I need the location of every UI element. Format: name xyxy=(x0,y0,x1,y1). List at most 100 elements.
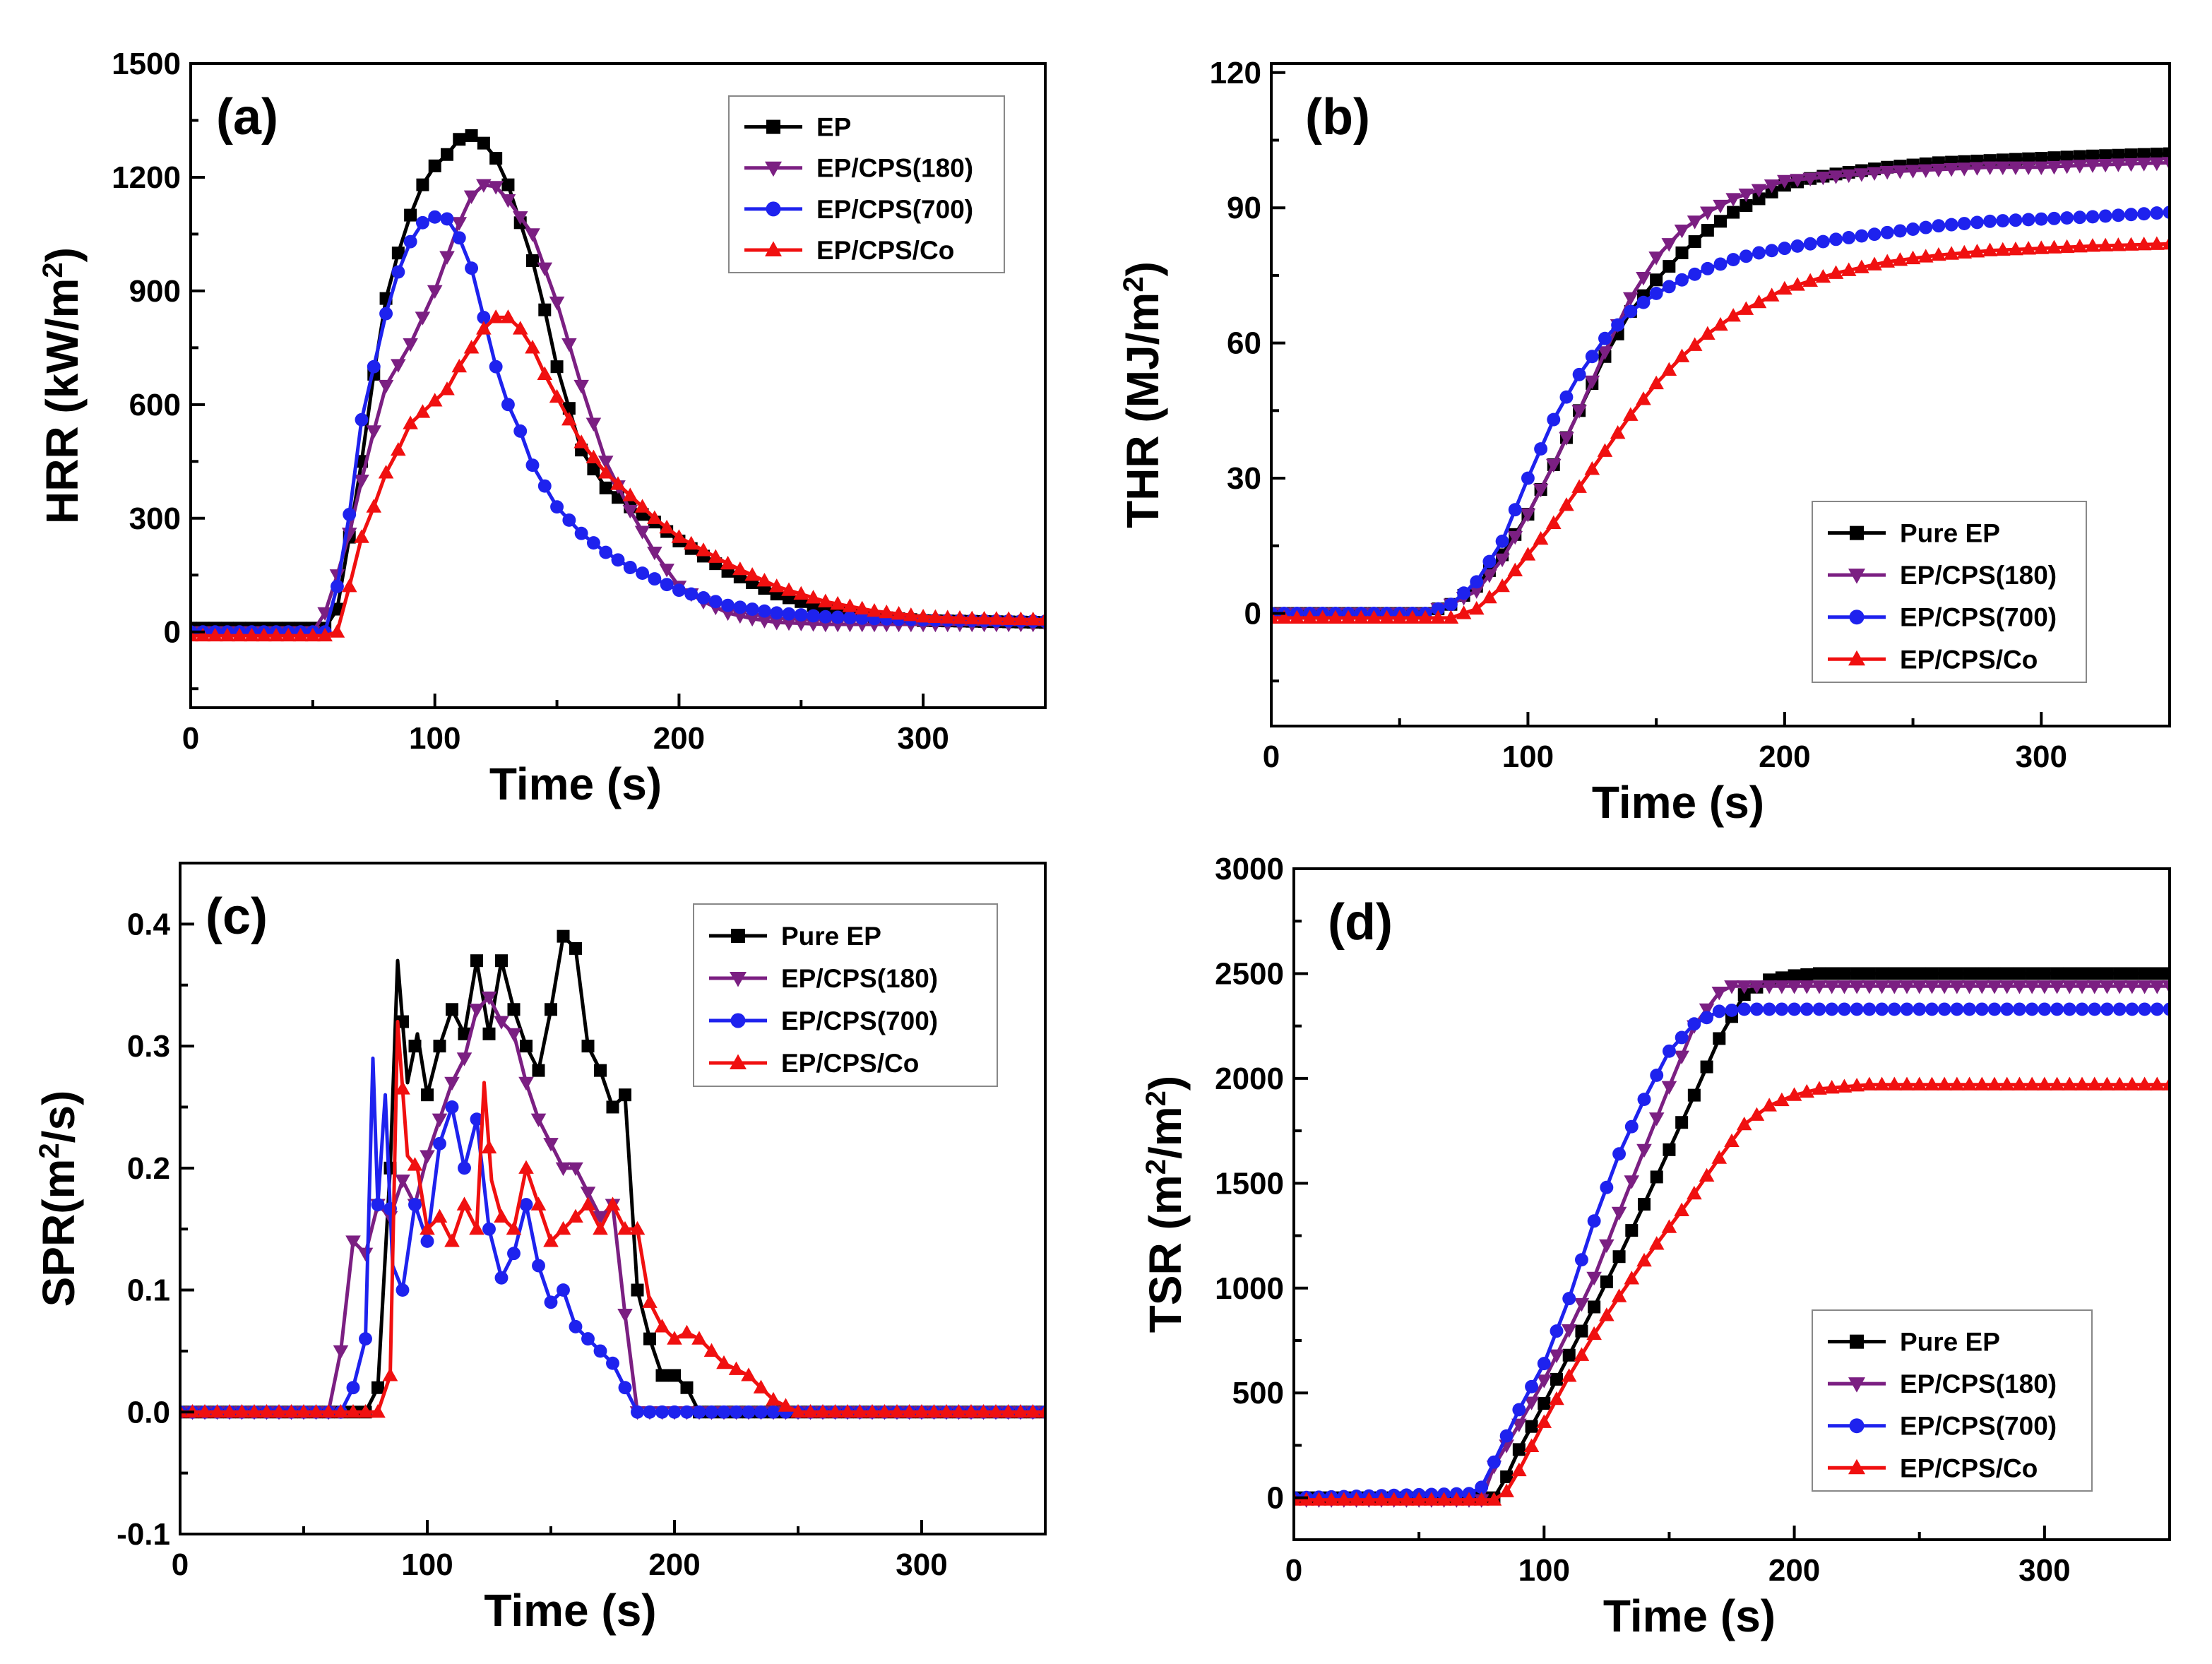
x-tick-label: 0 xyxy=(182,721,199,756)
data-point xyxy=(1701,261,1715,275)
data-point xyxy=(1574,1297,1590,1312)
data-point xyxy=(2000,967,2014,980)
data-point xyxy=(1559,390,1574,404)
data-point xyxy=(647,546,662,561)
data-point xyxy=(2149,1076,2165,1090)
data-point xyxy=(819,610,833,624)
data-point xyxy=(433,1040,446,1053)
data-point xyxy=(1361,1492,1377,1506)
data-point xyxy=(680,1405,694,1419)
data-point xyxy=(317,627,333,642)
x-axis-label: Time (s) xyxy=(484,1585,656,1636)
data-point xyxy=(756,573,773,587)
data-point xyxy=(1874,1076,1890,1090)
y-tick-label: 120 xyxy=(1210,56,1261,90)
data-point xyxy=(391,246,405,260)
data-point xyxy=(1836,1078,1853,1093)
data-point xyxy=(379,307,393,321)
data-point xyxy=(465,129,478,142)
data-point xyxy=(1328,610,1343,624)
data-point xyxy=(1585,350,1599,364)
data-point xyxy=(1636,1143,1652,1158)
legend-swatch-marker xyxy=(1849,610,1865,625)
data-point xyxy=(451,358,468,373)
data-point xyxy=(1495,534,1509,548)
data-point xyxy=(1931,246,1946,261)
data-point xyxy=(1648,251,1664,266)
data-point xyxy=(2088,967,2101,980)
x-tick-label: 200 xyxy=(648,1547,700,1582)
data-point xyxy=(2062,1002,2076,1016)
data-point xyxy=(2149,236,2165,250)
data-point xyxy=(903,607,919,622)
legend-entry: EP/CPS/Co xyxy=(781,1049,919,1078)
data-point xyxy=(329,624,345,638)
data-point xyxy=(1611,1206,1627,1221)
data-point xyxy=(569,941,582,955)
y-tick-label: 90 xyxy=(1227,191,1261,225)
legend-swatch-marker xyxy=(1848,650,1865,666)
data-point xyxy=(1711,987,1728,1001)
data-point xyxy=(901,1404,917,1418)
data-point xyxy=(568,1208,583,1223)
data-point xyxy=(1956,162,1973,177)
data-point xyxy=(643,1405,657,1419)
data-point xyxy=(1600,1180,1614,1194)
data-point xyxy=(2038,967,2051,980)
data-point xyxy=(629,1220,646,1235)
data-point xyxy=(617,1308,633,1323)
data-point xyxy=(610,476,626,490)
data-point xyxy=(512,211,528,225)
data-point xyxy=(512,321,528,335)
data-point xyxy=(1499,1483,1514,1497)
legend-swatch-marker xyxy=(730,972,747,987)
data-point xyxy=(742,1405,756,1419)
data-point xyxy=(864,1404,880,1418)
y-tick-label: 2500 xyxy=(1215,956,1284,991)
data-point xyxy=(458,1161,471,1175)
data-point xyxy=(488,309,504,323)
data-point xyxy=(482,1222,496,1236)
data-point xyxy=(1562,1292,1576,1306)
data-point xyxy=(1470,575,1484,589)
data-point xyxy=(1324,1492,1339,1506)
data-point xyxy=(1398,1492,1415,1506)
legend-swatch-marker xyxy=(1849,1418,1865,1434)
legend-entry: EP/CPS(180) xyxy=(1900,561,2057,590)
data-point xyxy=(1340,610,1356,624)
y-label-end: /s) xyxy=(33,1090,84,1143)
data-point xyxy=(754,1405,768,1419)
data-point xyxy=(1917,164,1934,178)
data-point xyxy=(1875,967,1889,980)
data-point xyxy=(634,525,650,540)
data-point xyxy=(283,1404,299,1418)
y-tick-label: 0.3 xyxy=(127,1029,170,1064)
data-point xyxy=(1662,1044,1676,1058)
data-point xyxy=(1587,1214,1601,1228)
data-point xyxy=(1520,508,1536,523)
data-point xyxy=(1905,165,1921,179)
data-point xyxy=(1405,610,1420,624)
data-point xyxy=(2136,158,2152,172)
data-point xyxy=(1638,1198,1651,1211)
data-point xyxy=(1925,1002,1939,1016)
x-tick-label: 100 xyxy=(401,1547,453,1582)
data-point xyxy=(756,614,773,629)
y-tick-label: 0.0 xyxy=(127,1395,170,1430)
data-point xyxy=(463,190,480,205)
legend-swatch-marker xyxy=(765,161,782,177)
x-tick-label: 200 xyxy=(653,721,705,756)
data-point xyxy=(1687,337,1703,351)
data-point xyxy=(1699,1003,1715,1018)
data-point xyxy=(495,954,508,968)
data-point xyxy=(354,529,369,543)
data-point xyxy=(207,627,223,642)
y-axis-label: SPR(m2/s) xyxy=(33,1090,84,1307)
data-point xyxy=(1457,586,1471,600)
data-point xyxy=(642,1294,658,1308)
data-point xyxy=(420,1235,434,1248)
data-point xyxy=(470,1112,484,1127)
data-point xyxy=(1974,1076,1990,1090)
data-point xyxy=(545,1003,557,1016)
data-point xyxy=(623,561,637,574)
